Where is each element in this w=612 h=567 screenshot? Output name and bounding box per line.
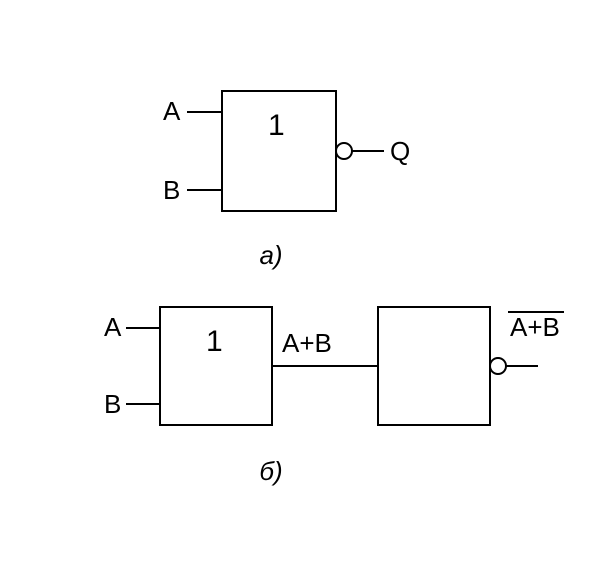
figure-a-caption: а) xyxy=(259,240,282,270)
gate-a-output-label: Q xyxy=(390,136,410,166)
gate-b2-output-label: A+B xyxy=(510,312,560,342)
gate-b2-box xyxy=(378,307,490,425)
canvas-bg xyxy=(0,0,612,567)
gate-a-input-1-label: B xyxy=(163,175,180,205)
gate-b1-output-label: A+B xyxy=(282,328,332,358)
gate-a-input-0-label: A xyxy=(163,96,181,126)
gate-b1-input-1-label: B xyxy=(104,389,121,419)
figure-b-caption: б) xyxy=(259,456,282,486)
gate-b1-label: 1 xyxy=(206,325,223,358)
gate-a-output-bubble xyxy=(336,143,352,159)
gate-b2-output-bubble xyxy=(490,358,506,374)
gate-a-label: 1 xyxy=(268,109,285,142)
gate-b1-input-0-label: A xyxy=(104,312,122,342)
